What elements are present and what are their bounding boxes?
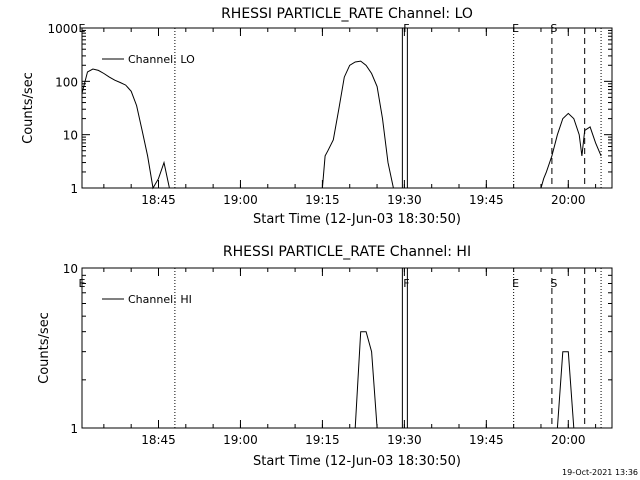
y-axis-label: Counts/sec: [37, 312, 52, 384]
event-label: E: [79, 22, 86, 35]
x-tick-label: 20:00: [551, 433, 586, 447]
x-tick-label: 20:00: [551, 193, 586, 207]
x-axis-label: Start Time (12-Jun-03 18:30:50): [253, 454, 461, 469]
x-tick-label: 19:00: [223, 433, 258, 447]
chart-title: RHESSI PARTICLE_RATE Channel: HI: [223, 244, 471, 260]
event-label: E: [79, 277, 86, 290]
series-line: [81, 60, 602, 190]
event-label: S: [550, 277, 557, 290]
chart-title: RHESSI PARTICLE_RATE Channel: LO: [221, 6, 473, 22]
event-label: F: [403, 22, 409, 35]
plot-frame: [81, 267, 613, 429]
x-tick-label: 19:15: [305, 193, 340, 207]
x-tick-label: 19:45: [469, 433, 504, 447]
x-tick-label: 19:00: [223, 193, 258, 207]
event-label: E: [512, 22, 519, 35]
y-axis-label: Counts/sec: [21, 72, 36, 144]
y-tick-label: 1000: [47, 22, 78, 36]
y-tick-label: 10: [63, 129, 78, 143]
legend-label: Channel: LO: [128, 53, 195, 66]
x-tick-label: 19:15: [305, 433, 340, 447]
y-tick-label: 10: [63, 262, 78, 276]
y-tick-label: 100: [55, 75, 78, 89]
x-tick-label: 18:45: [141, 433, 176, 447]
x-tick-label: 19:45: [469, 193, 504, 207]
x-axis-label: Start Time (12-Jun-03 18:30:50): [253, 212, 461, 227]
y-tick-label: 1: [70, 182, 78, 196]
legend-label: Channel: HI: [128, 293, 192, 306]
plot-frame: [81, 27, 613, 189]
timestamp: 19-Oct-2021 13:36: [562, 468, 638, 477]
event-label: S: [550, 22, 557, 35]
hi-channel-panel: RHESSI PARTICLE_RATE Channel: HI 18:45 19:…: [37, 244, 613, 469]
y-tick-label: 1: [70, 422, 78, 436]
series-line: [354, 331, 575, 429]
x-tick-label: 19:30: [387, 193, 422, 207]
x-tick-label: 19:30: [387, 433, 422, 447]
event-label: E: [512, 277, 519, 290]
lo-channel-panel: RHESSI PARTICLE_RATE Channel: LO 18:45 19:…: [21, 6, 613, 227]
x-tick-label: 18:45: [141, 193, 176, 207]
event-label: F: [403, 277, 409, 290]
